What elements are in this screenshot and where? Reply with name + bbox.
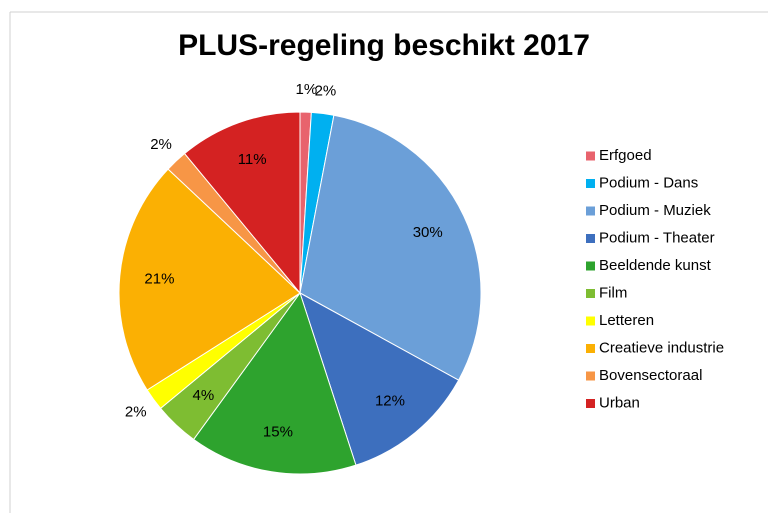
- data-label: 11%: [238, 151, 267, 168]
- legend-swatch: [586, 399, 595, 408]
- legend-label: Podium - Theater: [599, 229, 715, 246]
- legend-swatch: [586, 206, 595, 216]
- legend-swatch: [586, 179, 595, 188]
- legend-label: Erfgoed: [599, 147, 652, 164]
- legend-label: Urban: [599, 394, 640, 411]
- data-label: 15%: [263, 423, 293, 440]
- data-label: 21%: [144, 271, 174, 288]
- data-label: 2%: [150, 136, 172, 153]
- legend: Erfgoed Podium - Dans Podium - Muziek Podiu…: [586, 147, 724, 411]
- pie: 1%2%30%12%15%4%2%21%2%11%: [118, 81, 482, 475]
- data-label: 12%: [375, 393, 405, 410]
- pie-slice: [299, 114, 482, 381]
- pie-slice: [299, 291, 460, 466]
- legend-label: Creatieve industrie: [599, 339, 724, 356]
- pie-slice: [118, 168, 301, 391]
- legend-label: Podium - Muziek: [599, 202, 711, 219]
- pie-slice: [192, 291, 357, 475]
- legend-label: Bovensectoraal: [599, 367, 702, 384]
- legend-label: Letteren: [599, 312, 654, 329]
- legend-swatch: [586, 371, 595, 381]
- legend-swatch: [586, 289, 595, 298]
- data-label: 4%: [193, 387, 215, 404]
- data-label: 1%: [296, 81, 318, 98]
- data-label: 2%: [315, 83, 337, 100]
- legend-swatch: [586, 261, 595, 271]
- legend-label: Film: [599, 284, 627, 301]
- legend-swatch: [586, 316, 595, 326]
- legend-swatch: [586, 151, 595, 161]
- legend-swatch: [586, 234, 595, 243]
- legend-label: Podium - Dans: [599, 174, 698, 191]
- pie-slice: [183, 111, 301, 295]
- data-label: 2%: [125, 403, 147, 420]
- data-label: 30%: [413, 224, 443, 241]
- legend-label: Beeldende kunst: [599, 257, 712, 274]
- legend-swatch: [586, 344, 595, 353]
- chart-title: PLUS-regeling beschikt 2017: [178, 29, 590, 62]
